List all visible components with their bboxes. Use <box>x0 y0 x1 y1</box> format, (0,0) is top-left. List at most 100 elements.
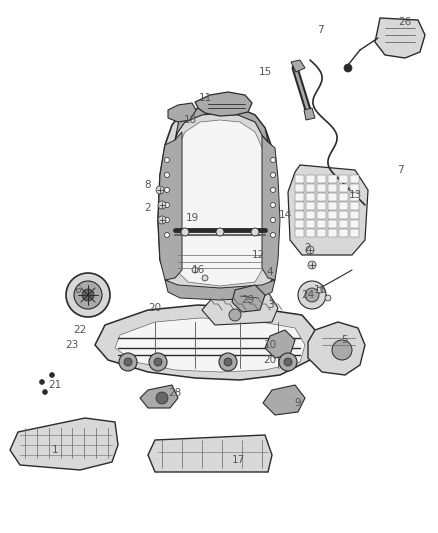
Text: 8: 8 <box>145 180 151 190</box>
Bar <box>295 229 304 237</box>
Circle shape <box>156 392 168 404</box>
Circle shape <box>271 232 276 238</box>
Circle shape <box>216 228 224 236</box>
Text: 3: 3 <box>267 300 273 310</box>
Bar <box>350 229 359 237</box>
Circle shape <box>39 379 45 384</box>
Circle shape <box>271 203 276 207</box>
Circle shape <box>308 261 316 269</box>
Circle shape <box>229 309 241 321</box>
Bar <box>328 220 337 228</box>
Circle shape <box>305 288 319 302</box>
Polygon shape <box>115 318 305 372</box>
Text: 29: 29 <box>241 295 254 305</box>
Polygon shape <box>202 292 278 325</box>
Polygon shape <box>308 322 365 375</box>
Circle shape <box>332 340 352 360</box>
Text: 23: 23 <box>65 340 79 350</box>
Polygon shape <box>304 108 315 120</box>
Bar <box>328 202 337 209</box>
Circle shape <box>271 173 276 177</box>
Bar <box>339 175 348 183</box>
Text: 20: 20 <box>148 303 162 313</box>
Circle shape <box>165 188 170 192</box>
Circle shape <box>271 157 276 163</box>
Bar <box>295 220 304 228</box>
Text: 10: 10 <box>263 340 276 350</box>
Bar <box>328 211 337 219</box>
Bar <box>350 220 359 228</box>
Circle shape <box>165 203 170 207</box>
Text: 5: 5 <box>342 335 348 345</box>
Text: 20: 20 <box>263 355 276 365</box>
Circle shape <box>124 358 132 366</box>
Circle shape <box>158 201 166 209</box>
Bar <box>339 220 348 228</box>
Polygon shape <box>232 285 265 312</box>
Text: 12: 12 <box>251 250 265 260</box>
Circle shape <box>119 353 137 371</box>
Polygon shape <box>288 165 368 255</box>
Polygon shape <box>195 92 252 116</box>
Circle shape <box>325 295 331 301</box>
Bar <box>306 193 315 200</box>
Circle shape <box>154 358 162 366</box>
Text: 22: 22 <box>74 325 87 335</box>
Text: 26: 26 <box>399 17 412 27</box>
Bar <box>350 211 359 219</box>
Circle shape <box>219 353 237 371</box>
Text: 7: 7 <box>397 165 403 175</box>
Bar <box>328 229 337 237</box>
Bar <box>350 193 359 200</box>
Text: 28: 28 <box>168 388 182 398</box>
Text: 1: 1 <box>52 445 58 455</box>
Bar <box>317 211 326 219</box>
Bar <box>339 229 348 237</box>
Polygon shape <box>168 103 196 122</box>
Bar <box>328 184 337 192</box>
Bar <box>317 202 326 209</box>
Polygon shape <box>175 106 268 142</box>
Circle shape <box>74 281 102 309</box>
Circle shape <box>251 228 259 236</box>
Polygon shape <box>165 280 275 300</box>
Circle shape <box>158 216 166 224</box>
Bar <box>317 193 326 200</box>
Polygon shape <box>262 135 280 280</box>
Polygon shape <box>170 120 268 286</box>
Text: 16: 16 <box>313 285 327 295</box>
Circle shape <box>284 358 292 366</box>
Circle shape <box>271 217 276 222</box>
Bar <box>295 202 304 209</box>
Text: 15: 15 <box>258 67 272 77</box>
Bar <box>306 184 315 192</box>
Circle shape <box>271 188 276 192</box>
Text: 21: 21 <box>48 380 62 390</box>
Bar <box>306 202 315 209</box>
Circle shape <box>49 373 54 377</box>
Polygon shape <box>265 330 295 358</box>
Bar <box>295 193 304 200</box>
Bar <box>317 184 326 192</box>
Circle shape <box>306 246 314 254</box>
Text: 18: 18 <box>184 115 197 125</box>
Text: 24: 24 <box>301 290 314 300</box>
Text: 6: 6 <box>75 285 81 295</box>
Bar <box>339 184 348 192</box>
Circle shape <box>66 273 110 317</box>
Circle shape <box>224 358 232 366</box>
Bar <box>339 211 348 219</box>
Circle shape <box>156 186 164 194</box>
Text: 9: 9 <box>295 398 301 408</box>
Text: 13: 13 <box>348 190 362 200</box>
Text: 16: 16 <box>191 265 205 275</box>
Circle shape <box>317 287 323 293</box>
Bar <box>306 211 315 219</box>
Circle shape <box>298 281 326 309</box>
Polygon shape <box>263 385 305 415</box>
Text: 2: 2 <box>305 243 311 253</box>
Polygon shape <box>158 106 278 295</box>
Text: 7: 7 <box>317 25 323 35</box>
Text: 11: 11 <box>198 93 212 103</box>
Polygon shape <box>158 132 182 280</box>
